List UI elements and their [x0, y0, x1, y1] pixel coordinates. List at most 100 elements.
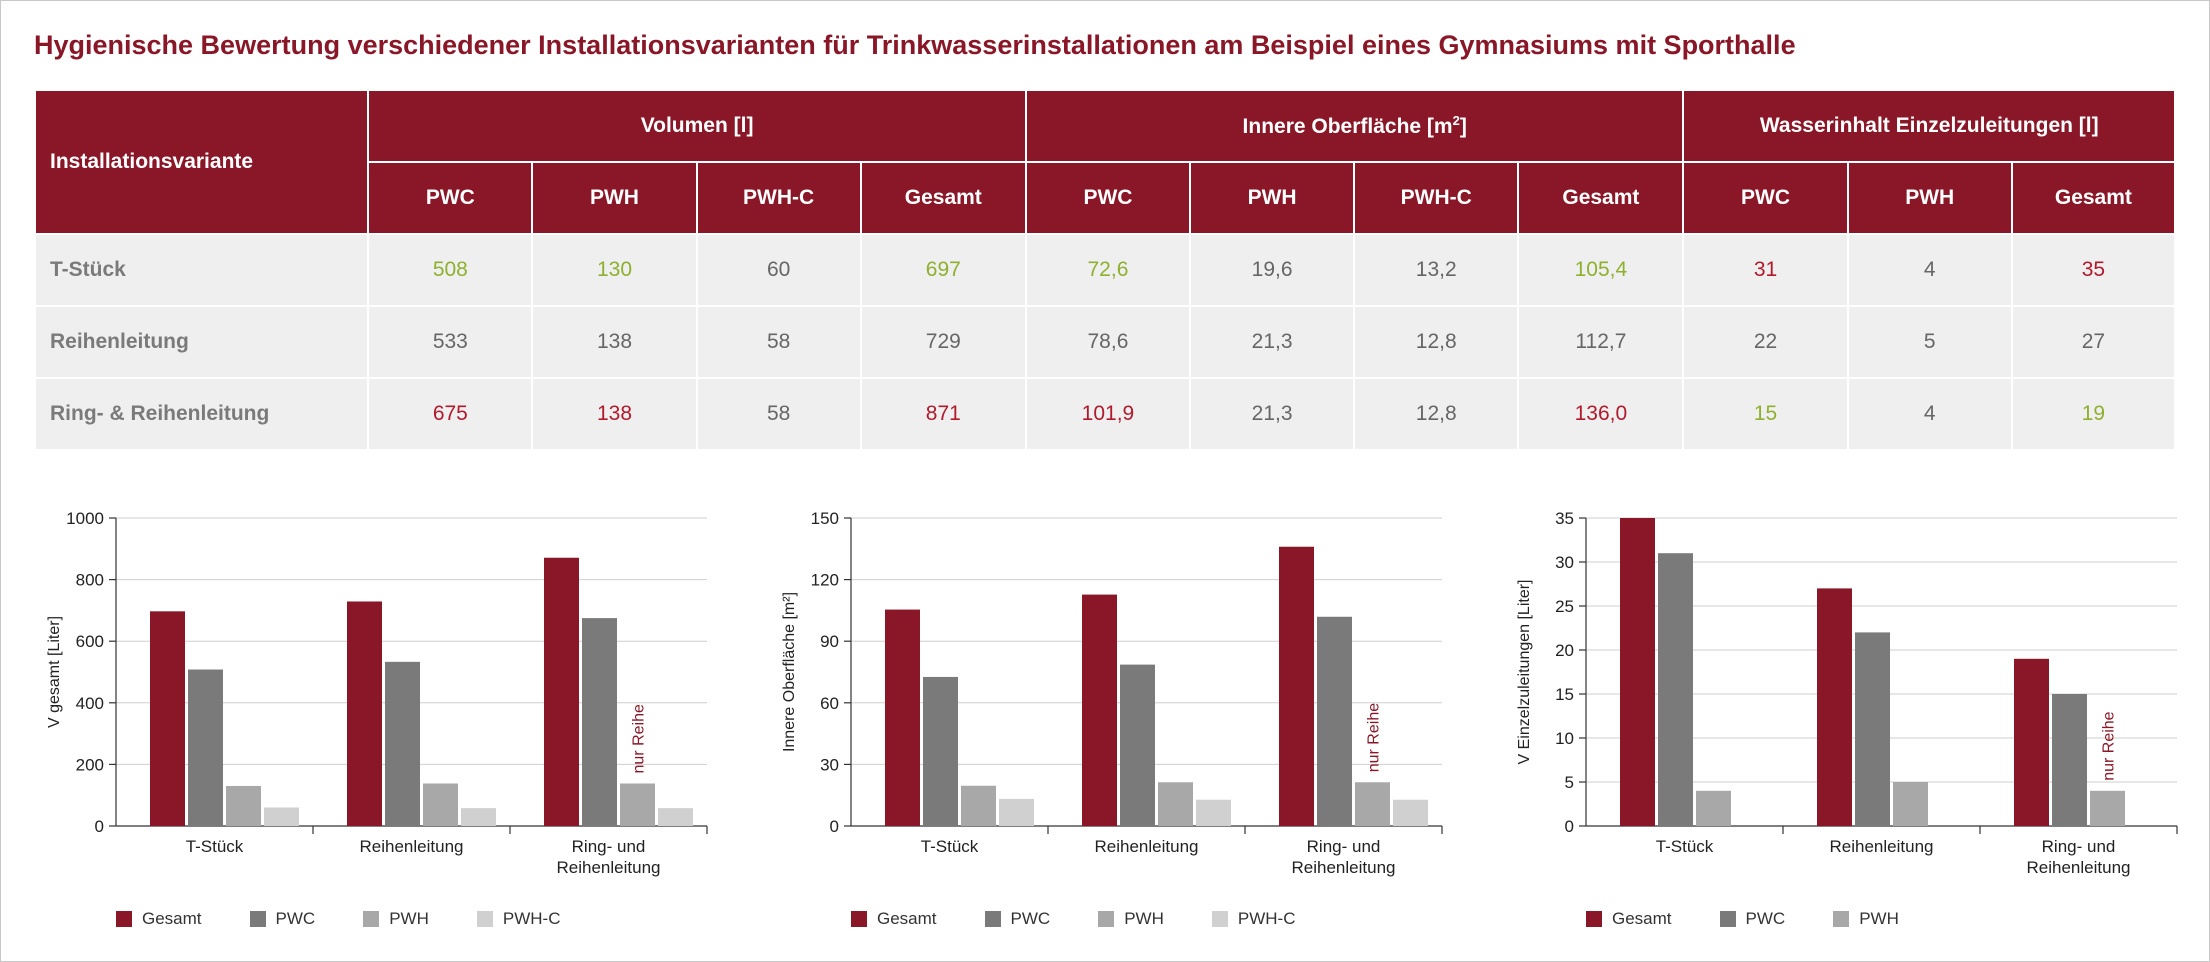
group-header-wasserinhalt: Wasserinhalt Einzelzuleitungen [l]: [1682, 89, 2176, 163]
legend-item: PWC: [249, 909, 316, 929]
bar: [1317, 616, 1352, 826]
y-tick-label: 0: [95, 817, 104, 836]
legend-label: PWH: [389, 909, 429, 928]
table-row: Reihenleitung 533 138 58 729 78,6 21,3 12,8 112,…: [33, 305, 2177, 379]
row-label: Ring- & Reihenleitung: [33, 377, 370, 451]
legend-item: PWH: [1833, 909, 1899, 929]
bar: [923, 676, 958, 826]
annotation-nur-reihe: nur Reihe: [2101, 711, 2118, 780]
bar: [1658, 553, 1693, 826]
y-tick-label: 0: [830, 817, 839, 836]
legend-swatch: [1719, 911, 1736, 927]
bar: [461, 808, 496, 826]
bar: [544, 557, 579, 826]
x-tick-label: T-Stück: [921, 837, 979, 856]
y-axis-label: V gesamt [Liter]: [46, 616, 63, 728]
table-cell: 19: [2010, 377, 2177, 451]
group-header-oberflaeche-label: Innere Oberfläche [m: [1242, 115, 1453, 138]
y-tick-label: 0: [1565, 817, 1574, 836]
bar: [582, 618, 617, 826]
data-table: Installationsvariante Volumen [l] Innere…: [33, 89, 2177, 451]
sub-header: PWH: [1846, 161, 2013, 235]
sub-header: PWC: [1682, 161, 1849, 235]
annotation-nur-reihe: nur Reihe: [1366, 703, 1383, 772]
table-cell: 27: [2010, 305, 2177, 379]
table-cell: 5: [1846, 305, 2013, 379]
y-tick-label: 15: [1555, 685, 1574, 704]
bar: [658, 808, 693, 826]
bar: [1158, 782, 1193, 826]
x-tick-label: Reihenleitung: [557, 858, 661, 877]
table-cell: 675: [367, 377, 534, 451]
table-cell: 12,8: [1353, 305, 1520, 379]
bar: [1196, 799, 1231, 826]
x-tick-label: Reihenleitung: [360, 837, 464, 856]
legend-item: Gesamt: [851, 909, 937, 929]
x-tick-label: Ring- und: [1307, 837, 1381, 856]
table-cell: 72,6: [1024, 233, 1192, 307]
table-cell: 101,9: [1024, 377, 1192, 451]
row-label: Reihenleitung: [33, 305, 370, 379]
y-tick-label: 120: [811, 571, 839, 590]
legend-volumen: Gesamt PWC PWH PWH-C: [116, 909, 608, 929]
table-cell: 729: [859, 305, 1027, 379]
legend-label: Gesamt: [877, 909, 937, 928]
bar: [385, 661, 420, 826]
x-tick-label: Reihenleitung: [1292, 858, 1396, 877]
table-cell: 105,4: [1517, 233, 1685, 307]
y-tick-label: 30: [1555, 553, 1574, 572]
bar: [1893, 782, 1928, 826]
legend-label: PWC: [1745, 909, 1786, 928]
legend-swatch: [1098, 911, 1115, 927]
table-cell: 21,3: [1189, 305, 1356, 379]
superscript: 2: [1452, 113, 1460, 128]
sub-header: PWH: [531, 161, 698, 235]
sub-header: Gesamt: [1517, 161, 1685, 235]
bar: [2014, 658, 2049, 826]
y-tick-label: 10: [1555, 729, 1574, 748]
table-cell: 19,6: [1189, 233, 1356, 307]
bar: [1355, 782, 1390, 826]
legend-item: Gesamt: [116, 909, 202, 929]
bar: [999, 798, 1034, 826]
y-tick-label: 200: [76, 755, 104, 774]
legend-item: PWC: [984, 909, 1051, 929]
table-row: T-Stück 508 130 60 697 72,6 19,6 13,2 105,4 31 4 35: [33, 233, 2177, 307]
table-row: Ring- & Reihenleitung 675 138 58 871 101,9 21,…: [33, 377, 2177, 451]
y-tick-label: 150: [811, 509, 839, 528]
legend-oberflaeche: Gesamt PWC PWH PWH-C: [851, 909, 1343, 929]
bar: [264, 807, 299, 826]
legend-swatch: [116, 911, 132, 927]
legend-label: PWC: [275, 909, 316, 928]
chart-volumen: 0 200 400 600 800 1000 V gesamt [Liter] T-Stück…: [20, 500, 720, 905]
legend-label: PWH: [1859, 909, 1899, 928]
chart-einzelzuleitungen: 0 5 10 15 20 25 30 35 V Einzelzuleitungen [Liter…: [1490, 500, 2190, 905]
legend-swatch: [1586, 911, 1602, 927]
y-tick-label: 60: [820, 694, 839, 713]
group-header-volumen: Volumen [l]: [367, 89, 1027, 163]
y-tick-label: 25: [1555, 597, 1574, 616]
table-cell: 4: [1846, 233, 2013, 307]
y-tick-label: 20: [1555, 641, 1574, 660]
bar: [2052, 694, 2087, 826]
table-cell: 138: [531, 377, 698, 451]
bar: [150, 611, 185, 826]
page-title: Hygienische Bewertung verschiedener Inst…: [34, 30, 1796, 60]
table-cell: 60: [695, 233, 862, 307]
legend-swatch: [1833, 911, 1850, 927]
y-axis-label: Innere Oberfläche [m²]: [781, 592, 798, 752]
x-tick-label: Reihenleitung: [1095, 837, 1199, 856]
chart-svg: 0 30 60 90 120 150 Innere Oberfläche [m²] T-Stü…: [781, 509, 1443, 877]
y-tick-label: 600: [76, 632, 104, 651]
bar: [423, 783, 458, 826]
legend-swatch: [476, 911, 493, 927]
table-cell: 22: [1682, 305, 1849, 379]
legend-label: Gesamt: [142, 909, 202, 928]
y-tick-label: 1000: [66, 509, 104, 528]
chart-svg: 0 5 10 15 20 25 30 35 V Einzelzuleitungen [Liter…: [1516, 509, 2178, 877]
table-cell: 136,0: [1517, 377, 1685, 451]
row-header: Installationsvariante: [33, 89, 370, 235]
group-header-oberflaeche: Innere Oberfläche [m2]: [1024, 89, 1685, 163]
legend-label: PWC: [1010, 909, 1051, 928]
chart-oberflaeche: 0 30 60 90 120 150 Innere Oberfläche [m²] T-Stü…: [755, 500, 1455, 905]
